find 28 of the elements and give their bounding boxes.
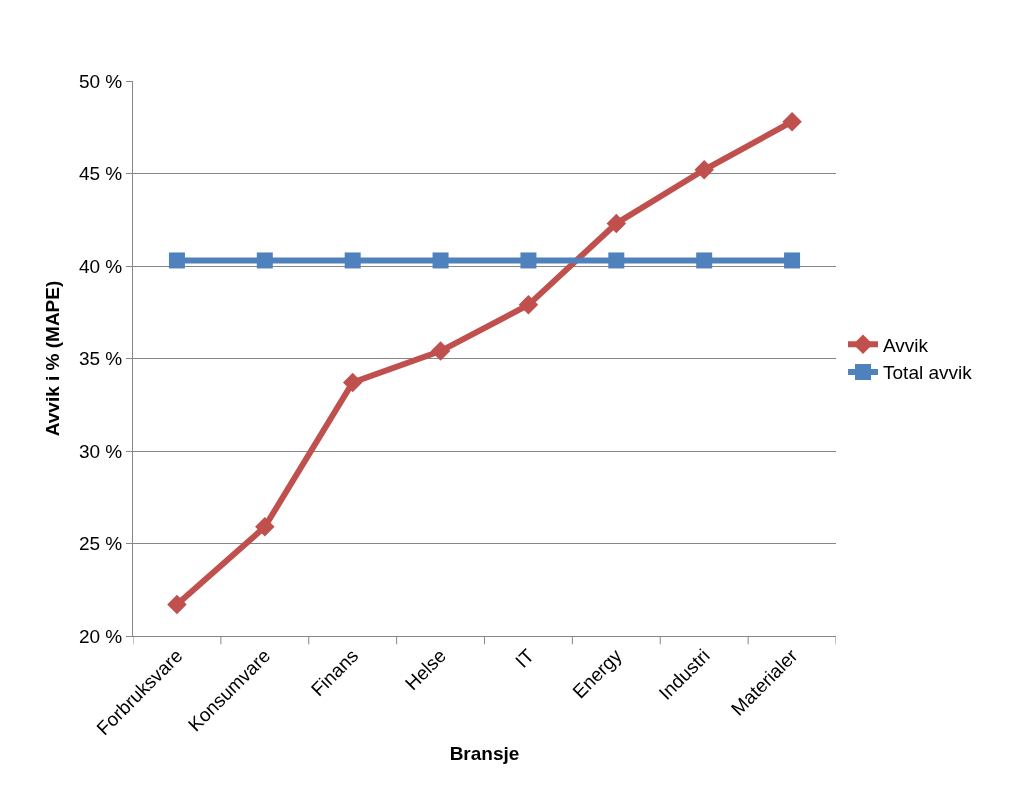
x-tick-label: IT [511, 644, 539, 672]
point [342, 372, 363, 393]
y-tick-label: 25 % [78, 533, 123, 555]
point [694, 160, 714, 180]
y-axis-title: Avvik i % (MAPE) [41, 280, 63, 437]
y-tick-label: 45 % [78, 163, 123, 185]
point [168, 252, 185, 269]
point [344, 252, 361, 269]
y-tick-label: 40 % [78, 255, 123, 277]
point [256, 252, 273, 269]
point [606, 213, 627, 234]
y-tick-label: 50 % [78, 70, 123, 92]
point [784, 252, 801, 269]
point [608, 252, 625, 269]
y-tick-label: 35 % [78, 348, 123, 370]
point [782, 111, 802, 132]
point [518, 295, 539, 315]
point [255, 517, 275, 537]
y-tick-label: 30 % [78, 440, 123, 462]
legend-label: Total avvik [883, 362, 973, 384]
point [520, 252, 537, 269]
point [430, 341, 451, 361]
x-axis-title: Bransje [449, 742, 520, 764]
point [432, 252, 449, 269]
legend-label: Avvik [883, 334, 929, 356]
y-tick-label: 20 % [78, 625, 123, 647]
point [696, 252, 713, 269]
point [167, 594, 187, 615]
